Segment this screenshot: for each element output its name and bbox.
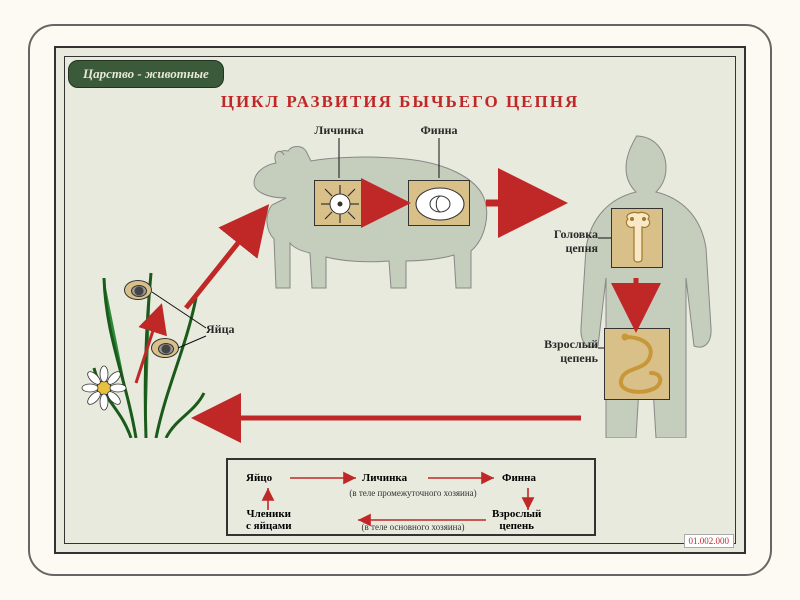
flow-summary-box: Яйцо Личинка Финна (в теле промежуточног…: [226, 458, 596, 536]
poster: Царство - животные ЦИКЛ РАЗВИТИЯ БЫЧЬЕГО…: [54, 46, 746, 554]
corner-tag: 01.002.000: [684, 534, 735, 548]
flow-arrows: [228, 460, 598, 538]
